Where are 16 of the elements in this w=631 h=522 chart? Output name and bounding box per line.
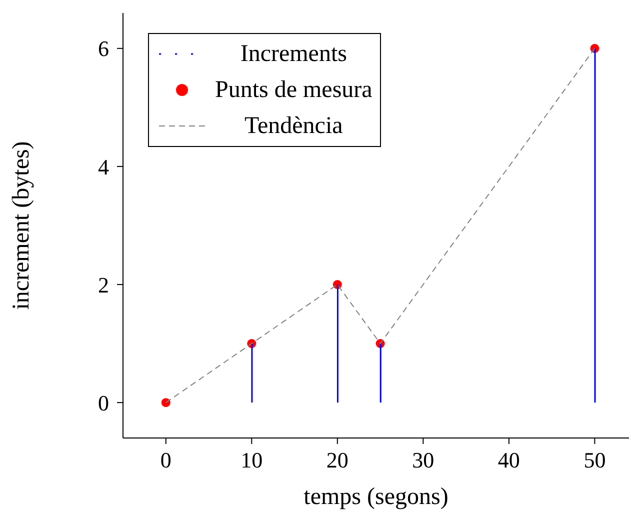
x-tick-label: 50 — [584, 448, 606, 473]
x-tick-label: 0 — [160, 448, 172, 473]
point — [161, 398, 170, 408]
y-tick-label: 4 — [98, 154, 109, 180]
x-tick-label: 30 — [412, 448, 434, 473]
legend-label: Increments — [239, 40, 348, 69]
x-tick-label: 40 — [498, 448, 520, 473]
legend-label: Tendència — [244, 112, 344, 141]
x-axis-title: temps (segons) — [304, 484, 448, 510]
x-tick-label: 20 — [326, 448, 348, 473]
x-tick-label: 10 — [240, 448, 263, 473]
legend-label: Punts de mesura — [215, 76, 372, 105]
y-tick-label: 2 — [98, 272, 109, 298]
y-tick-label: 6 — [98, 36, 109, 62]
y-tick-label: 0 — [98, 390, 109, 416]
y-axis-title: increment (bytes) — [8, 141, 35, 310]
